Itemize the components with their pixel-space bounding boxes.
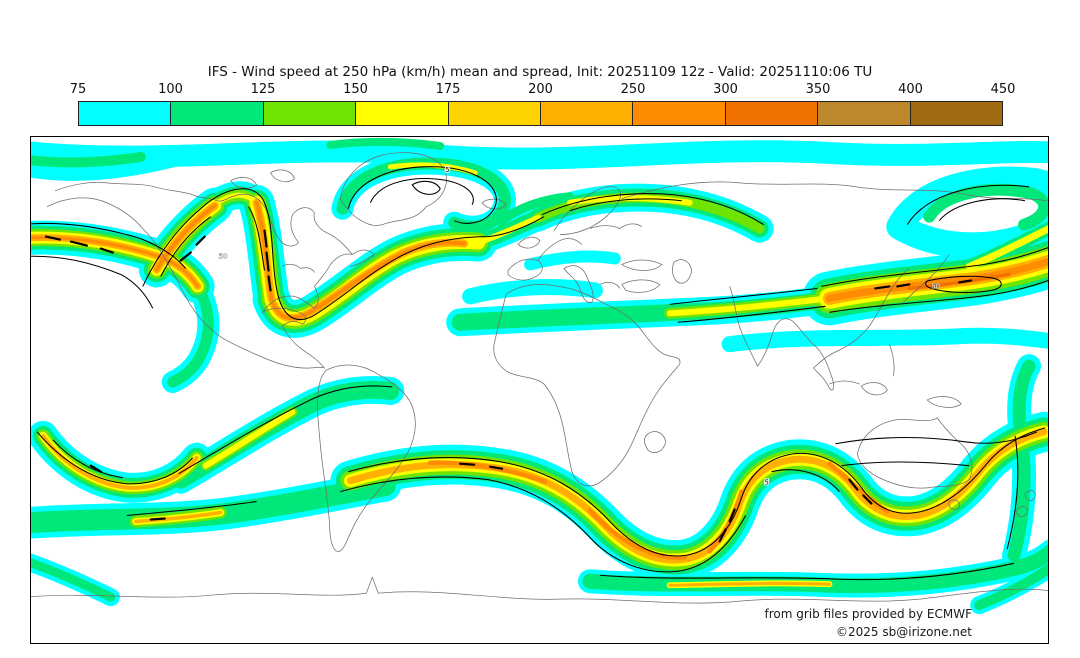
colorbar-tick-label: 125 [250, 82, 276, 97]
colorbar-tick-label: 200 [528, 82, 553, 97]
spread-contours [31, 166, 1048, 581]
copyright: ©2025 sb@irizone.net [836, 625, 972, 639]
colorbar-cell [541, 102, 634, 125]
page-title: IFS - Wind speed at 250 hPa (km/h) mean … [207, 64, 873, 80]
colorbar-cells [78, 101, 1003, 126]
colorbar-cell [356, 102, 449, 125]
contour-label: 50 [931, 282, 940, 290]
colorbar-cell [725, 102, 819, 125]
colorbar-tick-label: 250 [620, 82, 646, 97]
coastlines [31, 152, 1048, 604]
colorbar-tick-label: 350 [805, 82, 831, 97]
colorbar-cell [633, 102, 726, 125]
colorbar-tick-label: 450 [990, 82, 1016, 97]
colorbar-cell [448, 102, 542, 125]
colorbar-cell [818, 102, 911, 125]
colorbar-cell [171, 102, 264, 125]
world-wind-map: 5 5 50 50 from grib files provided by EC… [30, 136, 1049, 644]
colorbar-ticks: 75 100 125 150 175 200 250 300 350 400 450 [70, 82, 1016, 98]
wind-speed-map-canvas: 5 5 50 50 [31, 137, 1048, 643]
colorbar-tick-label: 150 [343, 82, 368, 97]
colorbar-tick-label: 75 [69, 82, 87, 97]
colorbar-cell [263, 102, 357, 125]
contour-value-labels: 5 5 50 50 [218, 165, 940, 488]
data-credit: from grib files provided by ECMWF [764, 607, 972, 621]
colorbar: 75 100 125 150 175 200 250 300 350 400 450 [70, 82, 1016, 126]
colorbar-tick-label: 175 [435, 82, 461, 97]
colorbar-cell [79, 102, 172, 125]
colorbar-tick-label: 300 [713, 82, 738, 97]
contour-label: 5 [445, 166, 449, 174]
colorbar-tick-label: 400 [898, 82, 923, 97]
contour-label: 50 [219, 253, 228, 261]
contour-label: 5 [765, 479, 769, 487]
colorbar-cell [910, 102, 1003, 125]
colorbar-tick-label: 100 [158, 82, 183, 97]
contour-dash-marks [44, 229, 973, 543]
